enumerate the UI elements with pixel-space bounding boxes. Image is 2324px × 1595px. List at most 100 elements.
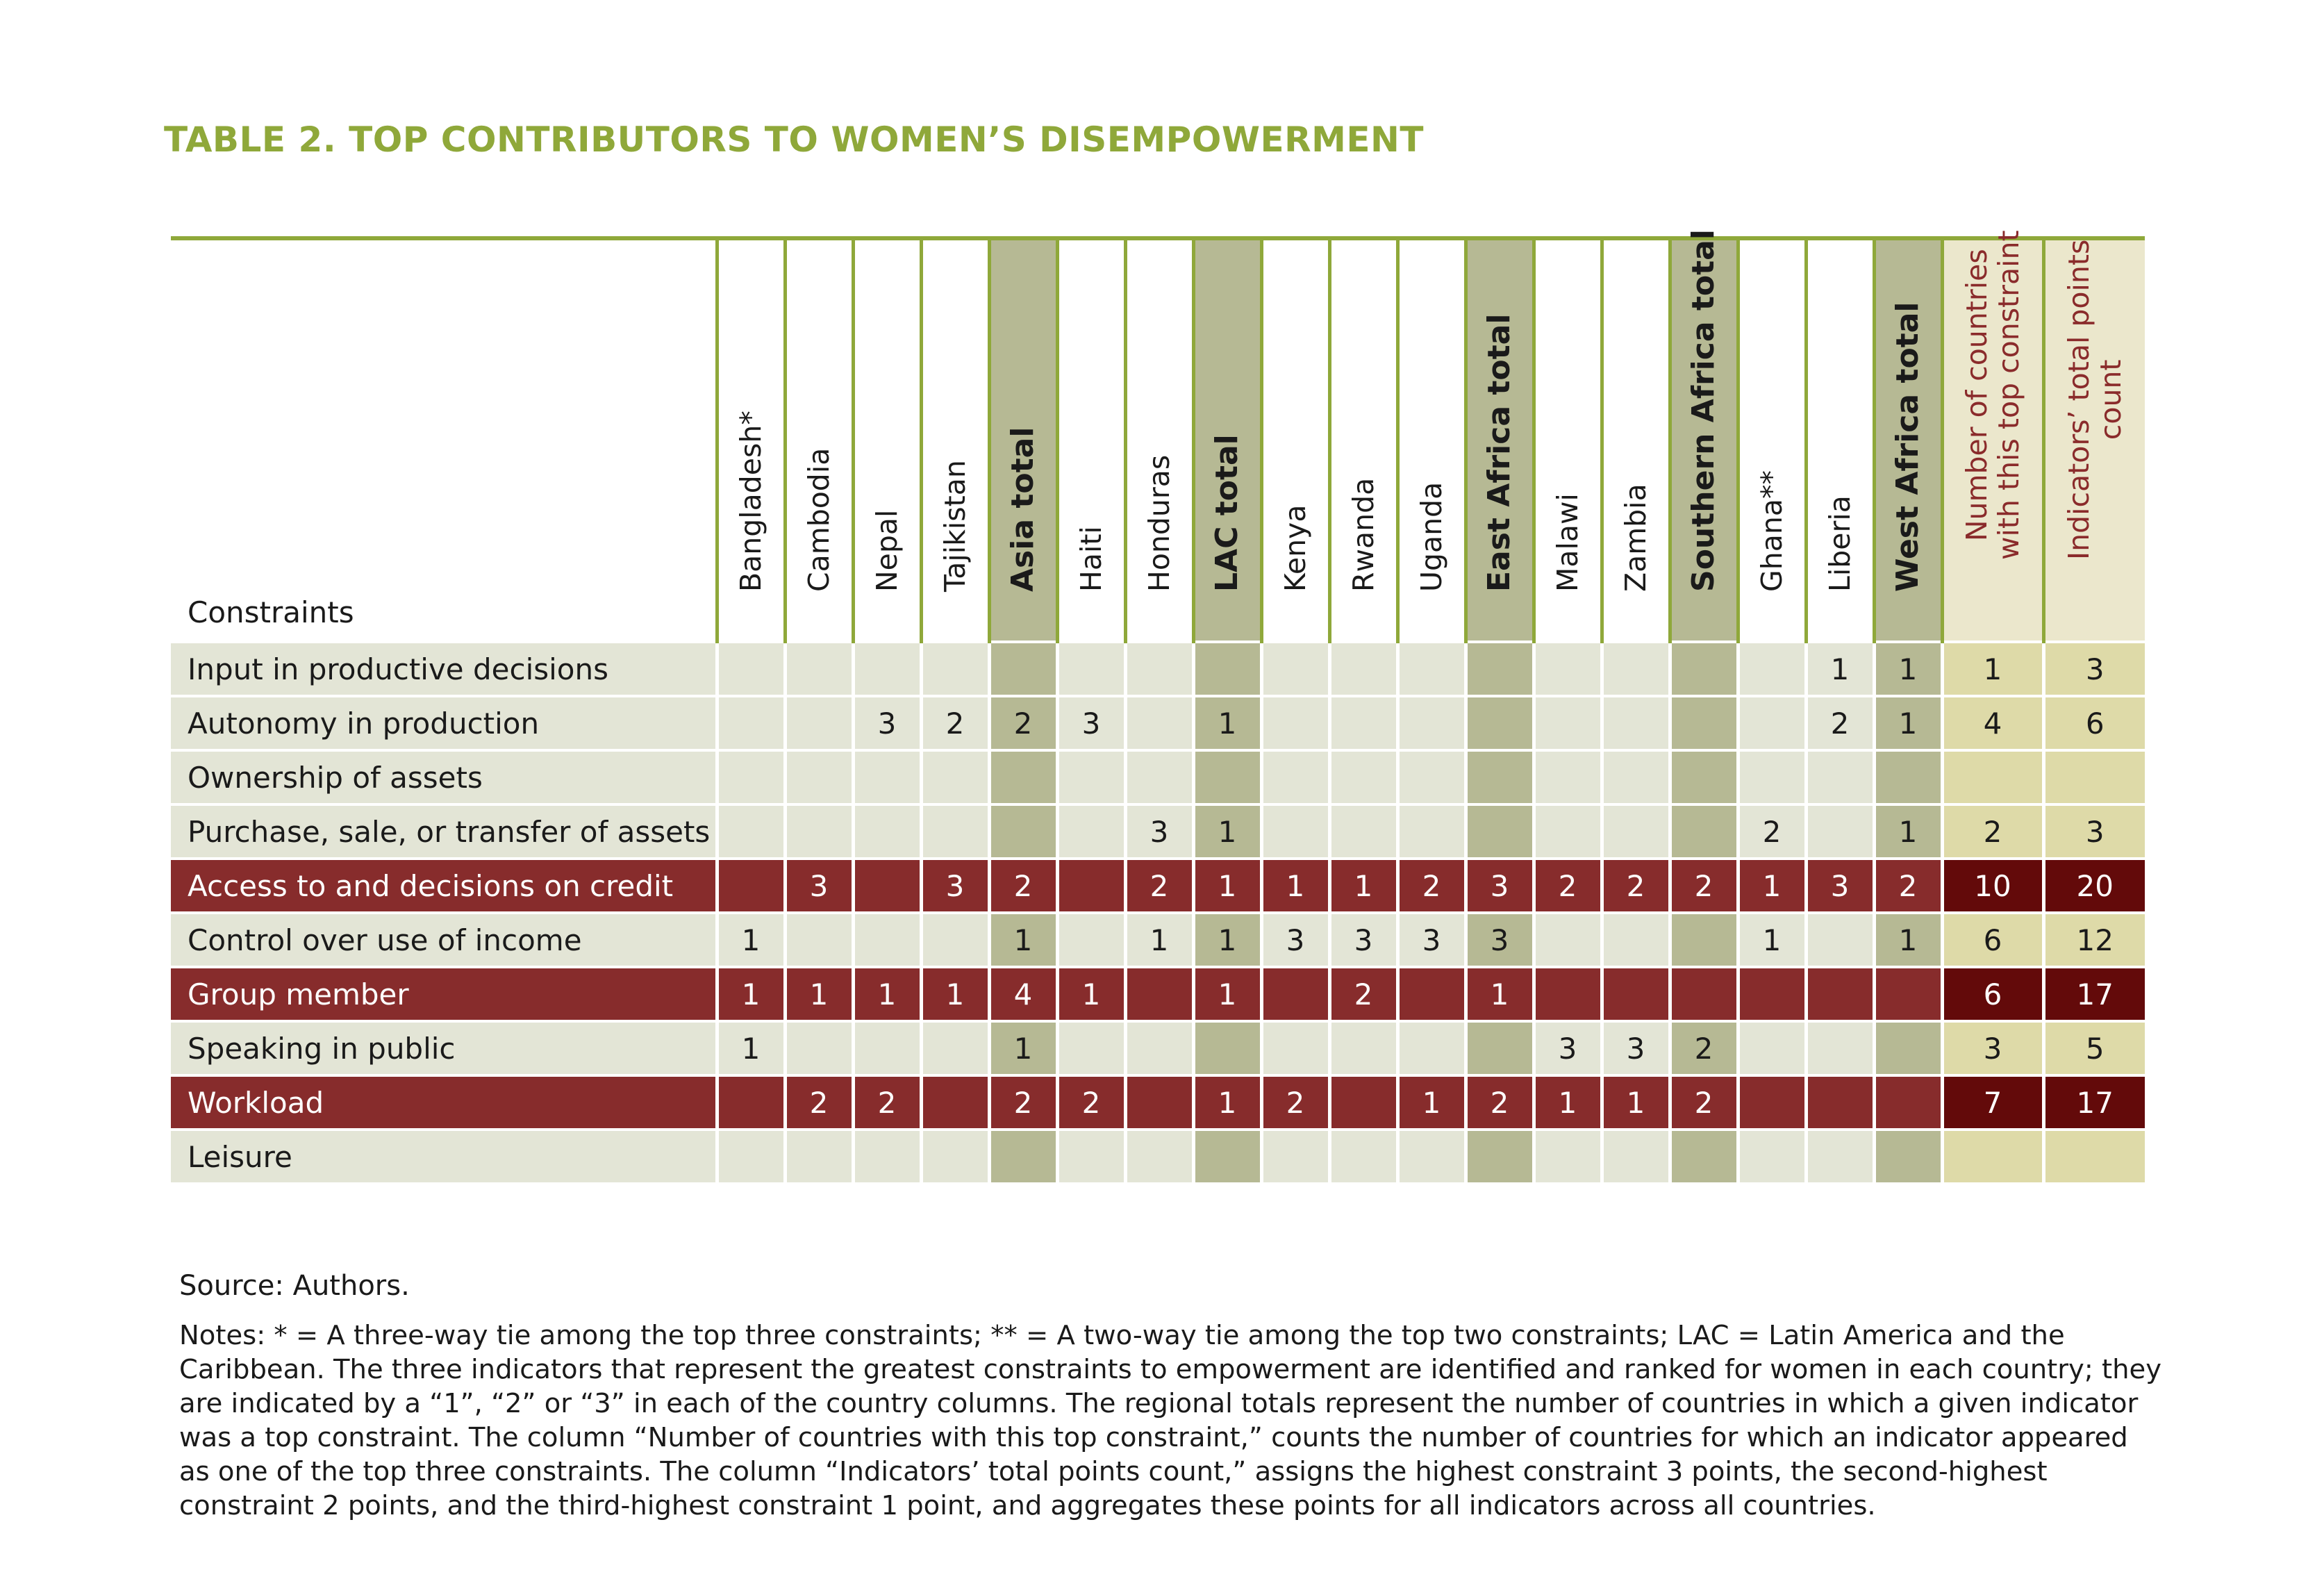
column-header-14: Southern Africa total <box>1668 229 1738 642</box>
table-cell: 2 <box>1668 1020 1738 1075</box>
table-cell: 1 <box>783 966 853 1021</box>
table-cell: 3 <box>1600 1020 1670 1075</box>
table-cell <box>2041 1128 2145 1182</box>
column-header-label: Number of countries with this top constr… <box>1960 230 2025 560</box>
table-cell <box>1123 641 1193 696</box>
table-cell: 3 <box>1532 1020 1602 1075</box>
table-cell <box>1327 803 1397 859</box>
column-header-10: Uganda <box>1395 238 1466 642</box>
table-cell <box>715 1074 785 1130</box>
table-cell <box>715 695 785 750</box>
table-cell <box>919 749 989 804</box>
table-cell <box>1940 1128 2043 1182</box>
table-cell <box>1668 1128 1738 1182</box>
table-cell <box>1668 803 1738 859</box>
table-cell <box>1259 1128 1329 1182</box>
table-cell: 1 <box>1259 857 1329 913</box>
table-cell <box>783 749 853 804</box>
table-cell <box>919 641 989 696</box>
row-label: Leisure <box>171 1128 717 1182</box>
table-row: Purchase, sale, or transfer of assets 3 1 2… <box>171 803 2145 859</box>
table-cell: 3 <box>1259 911 1329 967</box>
column-header-19: Indicators’ total points count <box>2041 238 2145 642</box>
table-cell: 1 <box>715 911 785 967</box>
source-note: Source: Authors. <box>179 1270 410 1302</box>
column-header-16: Liberia <box>1804 238 1874 642</box>
table-cell: 1 <box>1191 803 1261 859</box>
row-label: Speaking in public <box>171 1020 717 1075</box>
table-cell <box>1463 803 1534 859</box>
table-cell: 3 <box>1463 911 1534 967</box>
table-cell <box>1600 695 1670 750</box>
table-cell: 2 <box>1940 803 2043 859</box>
table-cell: 2 <box>987 1074 1057 1130</box>
table-cell: 1 <box>1804 641 1874 696</box>
table-cell: 1 <box>1872 911 1942 967</box>
table-cell <box>1532 695 1602 750</box>
table-cell <box>1872 1020 1942 1075</box>
table-cell <box>1259 695 1329 750</box>
table-cell <box>1463 641 1534 696</box>
table-cell: 3 <box>851 695 921 750</box>
column-header-0: Bangladesh* <box>715 238 785 642</box>
table-cell: 2 <box>1259 1074 1329 1130</box>
table-cell <box>783 1020 853 1075</box>
table-cell <box>1804 966 1874 1021</box>
column-header-8: Kenya <box>1259 238 1329 642</box>
table-cell: 2 <box>1668 1074 1738 1130</box>
table-cell: 1 <box>1191 966 1261 1021</box>
table-cell: 1 <box>1395 1074 1466 1130</box>
row-label: Workload <box>171 1074 717 1130</box>
table-cell: 2 <box>1327 966 1397 1021</box>
table-cell <box>1600 966 1670 1021</box>
table-cell <box>1668 641 1738 696</box>
table-cell <box>783 695 853 750</box>
row-label: Control over use of income <box>171 911 717 967</box>
table-cell: 1 <box>715 1020 785 1075</box>
table-cell: 4 <box>1940 695 2043 750</box>
table-row: Ownership of assets <box>171 749 2145 804</box>
table-cell <box>1395 641 1466 696</box>
table-cell <box>1736 966 1806 1021</box>
table-cell <box>1395 1128 1466 1182</box>
table-cell <box>1532 803 1602 859</box>
table-cell <box>919 1128 989 1182</box>
table-cell <box>715 857 785 913</box>
table-cell: 1 <box>919 966 989 1021</box>
table-cell <box>1804 1074 1874 1130</box>
table-cell <box>1532 966 1602 1021</box>
column-header-label: Uganda <box>1415 481 1448 592</box>
table-cell: 1 <box>1736 857 1806 913</box>
table-cell <box>1532 641 1602 696</box>
table-cell <box>851 641 921 696</box>
notes-paragraph: Notes: * = A three-way tie among the top… <box>179 1320 2162 1521</box>
table-row: Input in productive decisions 1 1 1 3 <box>171 641 2145 696</box>
table-cell: 1 <box>1327 857 1397 913</box>
column-header-label: Kenya <box>1279 504 1312 592</box>
table-cell <box>1123 1020 1193 1075</box>
table-cell: 2 <box>1123 857 1193 913</box>
table-cell: 5 <box>2041 1020 2145 1075</box>
table-title: TABLE 2. TOP CONTRIBUTORS TO WOMEN’S DIS… <box>164 119 1425 160</box>
table-row: Workload 2 2 2 2 1 2 1 2 1 1 2 7 17 <box>171 1074 2145 1130</box>
table-cell <box>1055 803 1125 859</box>
table-cell <box>851 1020 921 1075</box>
table-cell: 7 <box>1940 1074 2043 1130</box>
table-cell <box>1259 1020 1329 1075</box>
column-header-6: Honduras <box>1123 238 1193 642</box>
column-header-label: Nepal <box>870 509 904 592</box>
column-header-label: Ghana** <box>1755 470 1788 592</box>
column-header-label: Malawi <box>1551 493 1584 592</box>
column-header-1: Cambodia <box>783 238 853 642</box>
table-cell <box>919 1020 989 1075</box>
table-cell <box>1055 1020 1125 1075</box>
column-header-12: Malawi <box>1532 238 1602 642</box>
table-cell: 1 <box>1055 966 1125 1021</box>
table-row: Access to and decisions on credit 3 3 2 2 1 1 1… <box>171 857 2145 913</box>
table-cell <box>1055 857 1125 913</box>
table-cell <box>1804 911 1874 967</box>
table-cell: 3 <box>1123 803 1193 859</box>
table-cell <box>1804 749 1874 804</box>
table-cell <box>1327 1020 1397 1075</box>
table-cell <box>1872 749 1942 804</box>
